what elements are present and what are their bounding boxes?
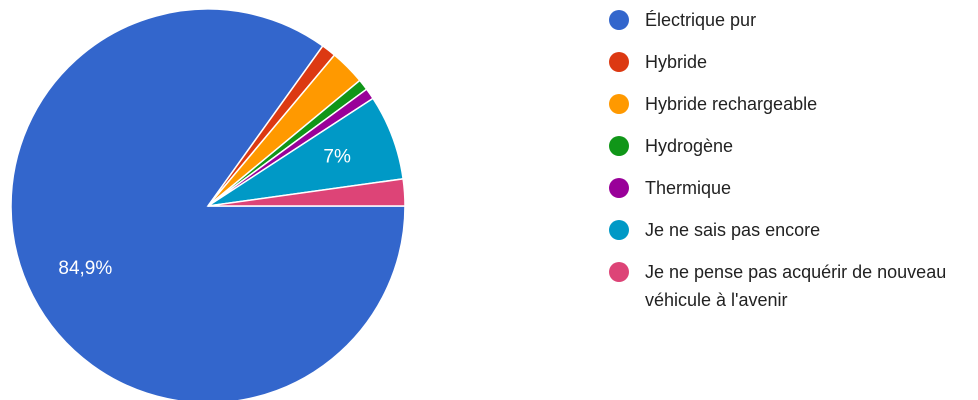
- legend-label: Je ne sais pas encore: [645, 220, 821, 240]
- legend-item: Je ne pense pas acquérir de nouveau véhi…: [606, 258, 972, 314]
- legend-item: Je ne sais pas encore: [606, 216, 972, 244]
- legend-swatch: [609, 262, 629, 282]
- legend-label: Hybride: [645, 52, 708, 72]
- legend-item: Hydrogène: [606, 132, 972, 160]
- legend-item: Thermique: [606, 174, 972, 202]
- legend-swatch: [609, 94, 629, 114]
- slice: [207, 178, 406, 207]
- legend-swatch: [609, 52, 629, 72]
- legend-label: Hydrogène: [645, 136, 734, 156]
- pie: 84,9% 7%: [10, 8, 406, 400]
- slice-label: 7%: [323, 147, 351, 168]
- legend-swatch: [609, 178, 629, 198]
- legend-label: Hybride rechargeable: [645, 94, 818, 114]
- legend-swatch: [609, 220, 629, 240]
- legend-item: Électrique pur: [606, 6, 972, 34]
- legend-label: Électrique pur: [645, 10, 757, 30]
- legend-swatch: [609, 10, 629, 30]
- legend-item: Hybride: [606, 48, 972, 76]
- legend-label: Thermique: [645, 178, 732, 198]
- legend-label: Je ne pense pas acquérir de nouveau véhi…: [645, 262, 947, 310]
- legend-swatch: [609, 136, 629, 156]
- slice: [10, 8, 406, 400]
- legend-item: Hybride rechargeable: [606, 90, 972, 118]
- slice-label: 84,9%: [58, 258, 112, 279]
- legend: Électrique pur Hybride Hybride rechargeabl…: [606, 6, 972, 328]
